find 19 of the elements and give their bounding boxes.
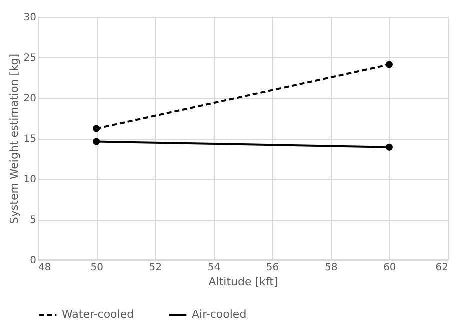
x-tick-label: 62 <box>436 262 448 274</box>
x-tick-label: 58 <box>324 262 338 274</box>
y-axis-title: System Weight estimation [kg] <box>8 54 21 224</box>
x-tick-label: 54 <box>208 262 221 274</box>
x-tick-label: 56 <box>266 262 280 274</box>
y-tick-label: 5 <box>30 215 36 226</box>
y-tick-label: 0 <box>30 256 36 266</box>
legend-label: Water-cooled <box>62 308 134 321</box>
x-tick-label: 60 <box>384 262 396 274</box>
y-tick-label: 20 <box>24 94 36 104</box>
x-tick-label: 50 <box>90 262 104 274</box>
y-tick-label: 30 <box>24 12 36 24</box>
x-axis-title: Altitude [kft] <box>208 276 278 288</box>
legend-label: Air-cooled <box>192 308 247 321</box>
y-tick-label: 10 <box>24 174 36 186</box>
y-tick-label: 15 <box>24 134 36 145</box>
y-tick-label: 25 <box>24 53 36 64</box>
x-tick-label: 48 <box>38 262 52 274</box>
x-tick-label: 52 <box>149 262 162 274</box>
